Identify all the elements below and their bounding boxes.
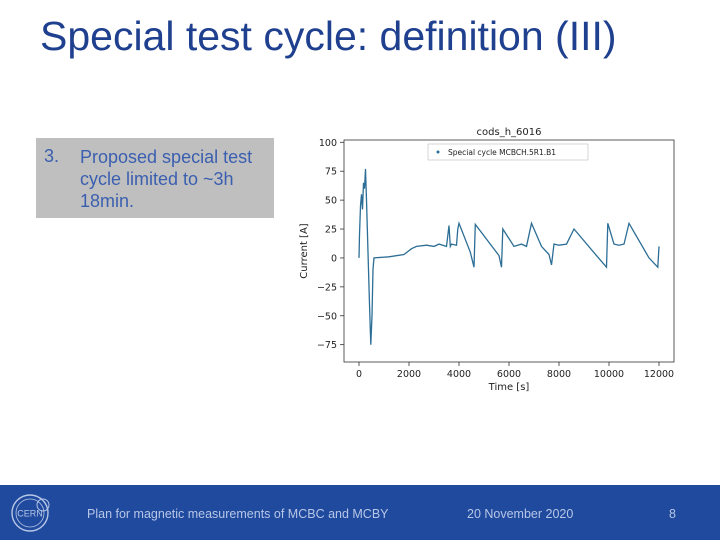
y-axis-label: Current [A] <box>299 223 310 278</box>
legend-marker <box>436 150 440 154</box>
x-tick-label: 4000 <box>447 369 471 380</box>
callout-text: Proposed special test cycle limited to ~… <box>80 147 253 211</box>
y-tick-label: 100 <box>319 138 337 149</box>
x-tick-label: 10000 <box>594 369 624 380</box>
legend-label: Special cycle MCBCH.5R1.B1 <box>448 148 556 157</box>
y-tick-label: 25 <box>325 225 337 236</box>
x-tick-label: 12000 <box>644 369 674 380</box>
y-tick-label: −25 <box>317 282 337 293</box>
footer-bar: CERN Plan for magnetic measurements of M… <box>0 485 720 540</box>
logo-text: CERN <box>17 509 43 519</box>
callout-number: 3. <box>44 146 60 166</box>
series-line <box>358 168 660 345</box>
page-number: 8 <box>669 507 676 521</box>
current-vs-time-chart: cods_h_6016 0 2000 4000 6000 8000 10000 12000 10… <box>299 127 675 393</box>
plot-frame <box>343 139 675 363</box>
x-tick-label: 6000 <box>497 369 521 380</box>
footer-date: 20 November 2020 <box>467 507 574 521</box>
footer-presentation-title: Plan for magnetic measurements of MCBC a… <box>87 507 389 521</box>
x-tick-label: 2000 <box>397 369 421 380</box>
legend-box <box>427 143 589 161</box>
y-tick-label: −75 <box>317 340 337 351</box>
slide-title: Special test cycle: definition (III) <box>40 13 617 59</box>
x-tick-label: 8000 <box>547 369 571 380</box>
y-tick-label: 50 <box>325 196 337 207</box>
callout-box: 3. Proposed special test cycle limited t… <box>36 138 274 218</box>
x-axis-label: Time [s] <box>488 382 530 393</box>
y-tick-label: −50 <box>317 311 337 322</box>
cern-logo-icon: CERN <box>11 494 50 532</box>
y-tick-label: 0 <box>331 253 337 264</box>
chart-title: cods_h_6016 <box>477 127 542 138</box>
y-tick-label: 75 <box>325 167 337 178</box>
x-tick-label: 0 <box>356 369 362 380</box>
